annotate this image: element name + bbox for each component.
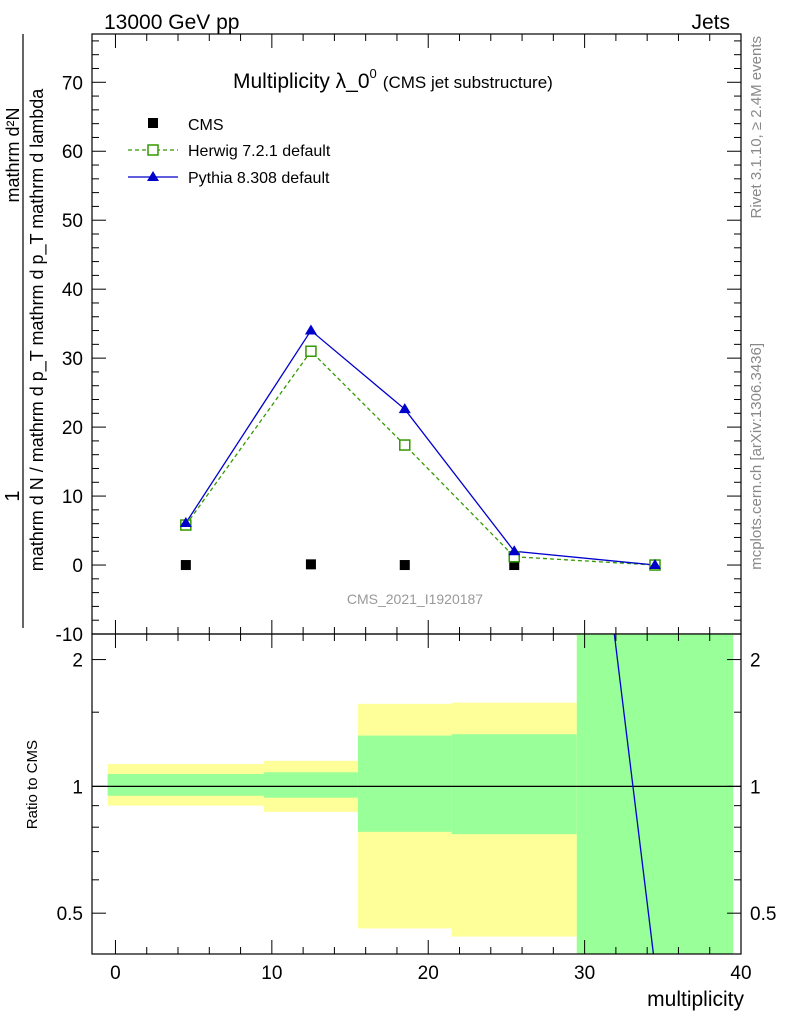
main-y-axis-label: 1 mathrm d²N mathrm d N / mathrm d p_T m… [2,34,48,628]
legend-item-herwig: Herwig 7.2.1 default [128,143,331,160]
ratio-y-tick-label-right: 0.5 [750,904,776,925]
ratio-y-tick-label: 1 [72,777,83,798]
legend-item-pythia: Pythia 8.308 default [128,170,330,187]
y-tick-label: 10 [62,487,83,508]
series-line [185,350,656,566]
cms-data-point [305,559,316,570]
ratio-plot-frame [91,633,742,955]
herwig-data-point [399,439,411,451]
y-tick-label: 0 [72,556,83,577]
y-tick-label: 60 [62,142,83,163]
ratio-inner-band [451,734,577,835]
x-tick-label: 0 [110,963,121,984]
main-plot: -10 0 10 20 30 40 50 60 70 Multiplicity λ_00 (CMS… [2,33,742,646]
plot-title: Multiplicity λ_00 (CMS jet substructure) [233,66,553,93]
ratio-y-ticks: 0.5 0.5 1 1 2 2 [57,651,777,926]
pythia-data-point [648,559,661,570]
pythia-data-point [304,324,317,335]
herwig-data-point [305,345,317,357]
legend: CMS Herwig 7.2.1 default Pythia 8.308 de… [128,117,331,187]
ratio-series [613,633,655,955]
x-tick-label: 10 [261,963,282,984]
watermark: CMS_2021_I1920187 [347,591,483,607]
cms-data-point [399,560,410,571]
y-tick-label: -10 [56,625,83,646]
ratio-y-tick-label-right: 1 [750,777,761,798]
x-axis-label: multiplicity [647,988,744,1011]
legend-item-cms: CMS [148,117,224,134]
ratio-pythia-line [613,633,655,955]
ratio-y-tick-label: 0.5 [57,904,83,925]
cms-data-point [180,560,191,571]
ratio-inner-band [107,773,265,796]
legend-herwig-marker [147,144,159,156]
mcplots-label: mcplots.cern.ch [arXiv:1306.3436] [748,343,765,570]
main-plot-series [179,324,661,571]
ratio-inner-band [357,735,452,832]
pythia-data-point [508,545,521,556]
ratio-plot: 0.5 0.5 1 1 2 2 0 10 20 30 40 Ratio to CMS multip… [24,633,777,1011]
rivet-version-label: Rivet 3.1.10, ≥ 2.4M events [748,36,765,219]
legend-cms-label: CMS [188,117,224,134]
main-plot-x-ticks [114,34,742,634]
y-label-denominator: mathrm d N / mathrm d p_T mathrm d p_T m… [27,88,48,571]
ratio-y-tick-label-right: 2 [750,651,761,672]
ratio-bands [107,634,734,954]
y-tick-label: 30 [62,349,83,370]
ratio-inner-band [264,772,358,798]
x-tick-label: 40 [730,963,751,984]
header-energy-label: 13000 GeV pp [104,11,239,34]
pythia-data-point [398,403,411,414]
legend-pythia-label: Pythia 8.308 default [188,170,330,187]
series-line [185,329,656,566]
y-label-numerator: 1 [2,490,24,501]
y-tick-label: 70 [62,73,83,94]
x-tick-label: 20 [418,963,439,984]
ratio-y-axis-label: Ratio to CMS [24,740,41,829]
legend-pythia-marker [147,171,159,181]
cms-data-point [509,560,520,571]
legend-herwig-label: Herwig 7.2.1 default [188,143,331,160]
x-tick-label: 30 [574,963,595,984]
ratio-y-tick-label: 2 [72,651,83,672]
main-plot-y-ticks: -10 0 10 20 30 40 50 60 70 [56,40,741,646]
y-tick-label: 20 [62,418,83,439]
y-label-numerator-right: mathrm d²N [3,107,23,202]
legend-cms-marker [148,118,158,128]
ratio-inner-band [576,634,734,954]
y-tick-label: 40 [62,280,83,301]
y-tick-label: 50 [62,211,83,232]
header-jets-label: Jets [691,11,730,34]
pythia-data-point [179,516,192,527]
